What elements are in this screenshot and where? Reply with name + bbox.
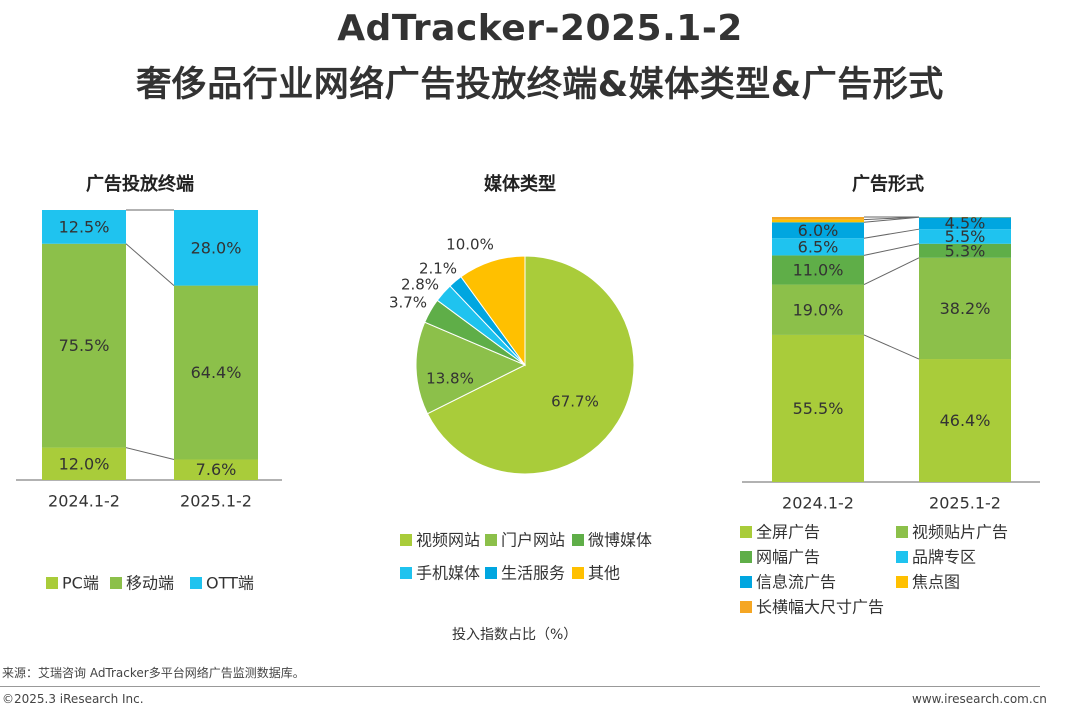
x-axis-note: 投入指数占比（%） — [452, 627, 578, 643]
legend-swatch — [740, 576, 752, 588]
bar-segment — [919, 217, 1011, 230]
data-label: 64.4% — [191, 363, 242, 382]
data-label: 7.6% — [196, 460, 237, 479]
page-subtitle: 奢侈品行业网络广告投放终端&媒体类型&广告形式 — [136, 65, 944, 105]
data-label: 5.3% — [945, 241, 986, 260]
legend-label: 其他 — [588, 564, 620, 583]
x-tick-label: 2024.1-2 — [48, 492, 120, 511]
bar-segment — [174, 210, 258, 286]
legend-label: 信息流广告 — [756, 573, 836, 592]
source-note: 来源：艾瑞咨询 AdTracker多平台网络广告监测数据库。 — [2, 666, 305, 680]
legend-swatch — [572, 567, 584, 579]
bar-segment — [772, 222, 864, 239]
legend-label: 生活服务 — [501, 564, 565, 583]
x-tick-label: 2025.1-2 — [929, 494, 1001, 513]
legend-swatch — [740, 551, 752, 563]
data-label: 3.7% — [389, 294, 427, 312]
legend-label: 长横幅大尺寸广告 — [756, 598, 884, 617]
chart-ad-format: 55.5% 19.0% 11.0% 6.5%6.0% 2024.1-2 46.4% 38.2… — [740, 214, 1040, 617]
connector-line — [125, 243, 175, 286]
bar-segment — [919, 243, 1011, 258]
legend-swatch — [400, 534, 412, 546]
legend-swatch — [46, 577, 58, 589]
legend-label: 微博媒体 — [588, 531, 652, 550]
data-label: 6.0% — [798, 221, 839, 240]
bar-segment — [772, 284, 864, 335]
bar-segment — [772, 219, 864, 223]
legend-swatch — [110, 577, 122, 589]
data-label: 2.1% — [419, 260, 457, 278]
x-tick-label: 2024.1-2 — [782, 494, 854, 513]
x-tick-label: 2025.1-2 — [180, 492, 252, 511]
connector-line — [863, 334, 920, 360]
legend-swatch — [740, 526, 752, 538]
legend-swatch — [896, 526, 908, 538]
legend-label: 移动端 — [126, 574, 174, 593]
bar-segment — [174, 285, 258, 460]
data-label: 28.0% — [191, 238, 242, 257]
legend-label: 品牌专区 — [912, 548, 976, 567]
copyright: ©2025.3 iResearch Inc. — [2, 692, 144, 706]
legend-swatch — [400, 567, 412, 579]
legend-swatch — [485, 567, 497, 579]
data-label: 6.5% — [798, 237, 839, 256]
bar-segment — [42, 210, 126, 244]
data-label: 11.0% — [793, 261, 844, 280]
legend-label: 门户网站 — [501, 531, 565, 550]
bar-segment — [174, 459, 258, 480]
data-label: 13.8% — [426, 370, 474, 388]
legend-swatch — [485, 534, 497, 546]
data-label: 75.5% — [59, 336, 110, 355]
bar-segment — [772, 238, 864, 256]
legend-label: 焦点图 — [912, 573, 960, 592]
data-label: 19.0% — [793, 300, 844, 319]
legend-label: 全屏广告 — [756, 523, 820, 542]
chart-ad-terminal: 12.0% 75.5% 12.5% 2024.1-2 7.6% 64.4% 28.0% 202… — [16, 209, 282, 593]
bar-segment — [772, 217, 864, 220]
legend-swatch — [572, 534, 584, 546]
chart2-title: 媒体类型 — [484, 174, 556, 195]
connector-line — [863, 216, 920, 223]
bar-segment — [42, 447, 126, 480]
pie-slice — [426, 255, 635, 475]
legend-swatch — [896, 551, 908, 563]
chart1-title: 广告投放终端 — [86, 174, 194, 195]
bar-segment — [772, 255, 864, 285]
chart-media-type: 67.7% 13.8% 3.7%2.8%2.1% 10.0% 视频网站 门户网站 微博媒体手… — [389, 236, 652, 583]
connector-line — [863, 228, 920, 239]
legend-swatch — [740, 601, 752, 613]
bar-segment — [42, 243, 126, 448]
data-label: 12.5% — [59, 217, 110, 236]
data-label: 12.0% — [59, 454, 110, 473]
bar-segment — [919, 257, 1011, 360]
connector-line — [863, 257, 920, 286]
bar-segment — [919, 359, 1011, 482]
website-url: www.iresearch.com.cn — [912, 692, 1047, 706]
legend-label: PC端 — [62, 574, 99, 593]
bar-segment — [772, 334, 864, 482]
chart3-title: 广告形式 — [852, 174, 924, 195]
connector-line — [125, 447, 175, 460]
data-label: 55.5% — [793, 399, 844, 418]
data-label: 5.5% — [945, 227, 986, 246]
data-label: 67.7% — [551, 393, 599, 411]
pie-slice — [415, 321, 527, 415]
data-label: 4.5% — [945, 214, 986, 233]
connector-line — [863, 243, 920, 256]
legend-label: 网幅广告 — [756, 548, 820, 567]
legend-swatch — [896, 576, 908, 588]
legend-label: 视频网站 — [416, 531, 480, 550]
data-label: 10.0% — [446, 236, 494, 254]
data-label: 38.2% — [940, 299, 991, 318]
legend-swatch — [190, 577, 202, 589]
legend-label: OTT端 — [206, 574, 254, 593]
bar-segment — [919, 229, 1011, 244]
legend-label: 手机媒体 — [416, 564, 480, 583]
legend-label: 视频贴片广告 — [912, 523, 1008, 542]
data-label: 2.8% — [401, 276, 439, 294]
pie-slice — [460, 255, 526, 367]
footer-divider — [0, 686, 1040, 687]
page-title: AdTracker-2025.1-2 — [337, 8, 743, 49]
data-label: 46.4% — [940, 411, 991, 430]
